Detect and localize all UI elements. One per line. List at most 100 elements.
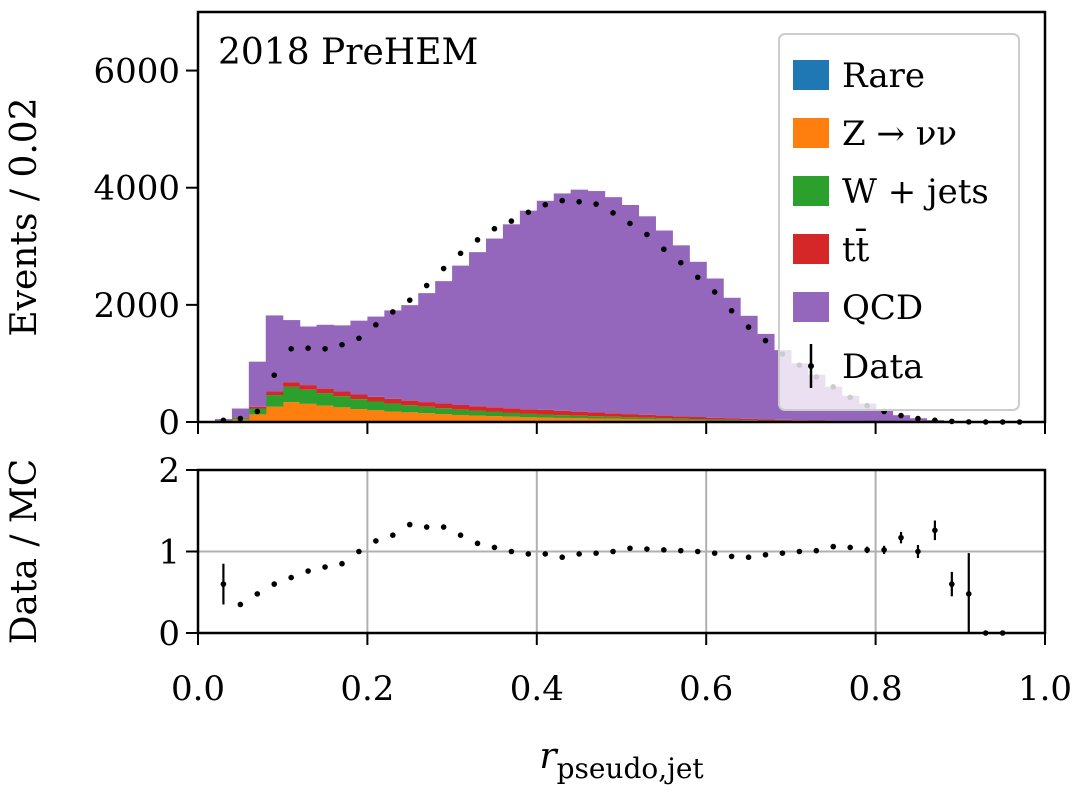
ratio-point bbox=[864, 547, 870, 553]
bar bbox=[401, 400, 419, 406]
bar bbox=[435, 281, 453, 404]
legend: Rare Z → νν W + jets tt̄ QCD Data bbox=[778, 33, 1020, 411]
bar bbox=[316, 388, 335, 394]
plot-annotation: 2018 PreHEM bbox=[218, 32, 478, 73]
series-2 bbox=[214, 386, 928, 422]
ratio-point bbox=[356, 548, 362, 555]
bar bbox=[621, 204, 640, 415]
data-point bbox=[593, 201, 599, 207]
bar bbox=[367, 410, 385, 422]
bar bbox=[638, 414, 656, 418]
x-tick-label: 0.6 bbox=[679, 669, 733, 709]
ratio-point bbox=[576, 551, 582, 557]
bar bbox=[689, 419, 707, 421]
x-tick-label: 1.0 bbox=[1018, 669, 1072, 709]
data-point bbox=[322, 345, 328, 352]
bar bbox=[757, 333, 775, 420]
bar bbox=[401, 405, 419, 413]
ratio-point bbox=[830, 543, 837, 550]
bar bbox=[672, 245, 690, 417]
ratio-point bbox=[762, 551, 769, 558]
bar bbox=[350, 409, 368, 422]
data-point bbox=[339, 341, 345, 348]
ratio-point bbox=[423, 524, 430, 530]
bar bbox=[485, 238, 504, 408]
bar bbox=[316, 324, 335, 389]
data-point bbox=[491, 225, 498, 232]
bar bbox=[282, 402, 301, 422]
ratio-point bbox=[237, 601, 244, 608]
bar bbox=[485, 416, 504, 422]
top-plot-frame bbox=[196, 10, 1047, 424]
bar bbox=[435, 408, 453, 415]
x-tick-label: 0.0 bbox=[171, 669, 225, 709]
legend-label: QCD bbox=[842, 288, 923, 328]
bar bbox=[604, 197, 623, 414]
bar bbox=[604, 413, 623, 417]
bar bbox=[570, 418, 589, 422]
data-point bbox=[305, 345, 311, 352]
x-axis-label-subscript: pseudo,jet bbox=[557, 752, 705, 785]
bar bbox=[655, 415, 673, 419]
bar bbox=[740, 418, 758, 421]
y-tick-label: 0 bbox=[158, 614, 180, 654]
bar bbox=[401, 305, 419, 401]
ratio-point bbox=[610, 548, 616, 555]
data-point bbox=[745, 324, 752, 330]
bar bbox=[384, 398, 402, 404]
data-point bbox=[288, 345, 294, 352]
bar bbox=[265, 406, 284, 422]
bar bbox=[452, 405, 470, 410]
ratio-point bbox=[525, 551, 532, 557]
ratio-point bbox=[406, 521, 413, 528]
ratio-point bbox=[440, 524, 447, 530]
legend-swatch bbox=[793, 60, 829, 90]
top-plot: 2018 PreHEM Rare Z → νν W + jets tt̄ QCD Data… bbox=[4, 10, 1047, 443]
bar bbox=[231, 408, 250, 418]
ratio-point bbox=[847, 544, 853, 551]
bar bbox=[672, 419, 690, 422]
bar bbox=[248, 361, 267, 407]
data-point bbox=[559, 197, 566, 204]
ratio-point bbox=[779, 550, 786, 556]
legend-box bbox=[778, 33, 1020, 411]
data-point bbox=[440, 265, 447, 272]
bar bbox=[553, 417, 572, 422]
bar bbox=[502, 412, 521, 417]
bar bbox=[655, 230, 673, 416]
bar bbox=[553, 415, 572, 418]
legend-label: tt̄ bbox=[842, 228, 870, 270]
bar bbox=[587, 191, 606, 413]
bar bbox=[655, 418, 673, 420]
ratio-point bbox=[322, 564, 328, 570]
data-point bbox=[237, 415, 244, 422]
bar bbox=[333, 407, 352, 422]
ratio-point bbox=[305, 568, 311, 574]
bar bbox=[638, 417, 656, 420]
ratio-point bbox=[881, 547, 887, 553]
bar bbox=[757, 419, 775, 421]
bar bbox=[248, 406, 267, 409]
ratio-point bbox=[474, 540, 481, 547]
legend-marker bbox=[808, 363, 814, 369]
bar bbox=[723, 419, 741, 421]
bar bbox=[435, 414, 453, 422]
ratio-point bbox=[915, 548, 921, 555]
bar bbox=[757, 420, 775, 422]
y-tick-label: 6000 bbox=[93, 52, 180, 92]
legend-label: Data bbox=[842, 347, 923, 387]
ratio-point bbox=[745, 554, 752, 561]
bar bbox=[299, 385, 318, 390]
data-point bbox=[728, 307, 735, 314]
bar bbox=[350, 320, 368, 395]
ratio-points bbox=[220, 520, 1006, 636]
bar bbox=[519, 413, 538, 418]
bar bbox=[265, 391, 284, 396]
bar bbox=[773, 419, 792, 421]
bar bbox=[706, 419, 724, 421]
bar bbox=[452, 265, 470, 406]
bar bbox=[536, 200, 555, 410]
bar bbox=[418, 413, 436, 422]
ratio-point bbox=[813, 547, 820, 554]
bar bbox=[536, 414, 555, 418]
